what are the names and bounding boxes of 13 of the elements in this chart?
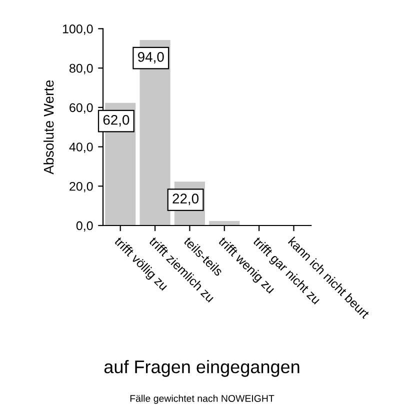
y-tick-label: 40,0	[69, 142, 93, 153]
data-label: 94,0	[138, 52, 164, 64]
y-tick-label: 100,0	[62, 24, 93, 35]
y-tick-label: 60,0	[70, 103, 93, 114]
text: auf Fragen eingegangen	[104, 360, 300, 377]
y-tick-label: 0,0	[76, 221, 93, 232]
data-label: 22,0	[172, 194, 199, 206]
y-tick-label: 80,0	[70, 64, 93, 74]
bar	[209, 221, 240, 226]
text: Fälle gewichtet nach NOWEIGHT	[130, 394, 274, 404]
data-label: 62,0	[103, 114, 130, 126]
y-tick-label: 20,0	[70, 182, 93, 192]
y-axis-title: Absolute Werte	[44, 80, 54, 174]
